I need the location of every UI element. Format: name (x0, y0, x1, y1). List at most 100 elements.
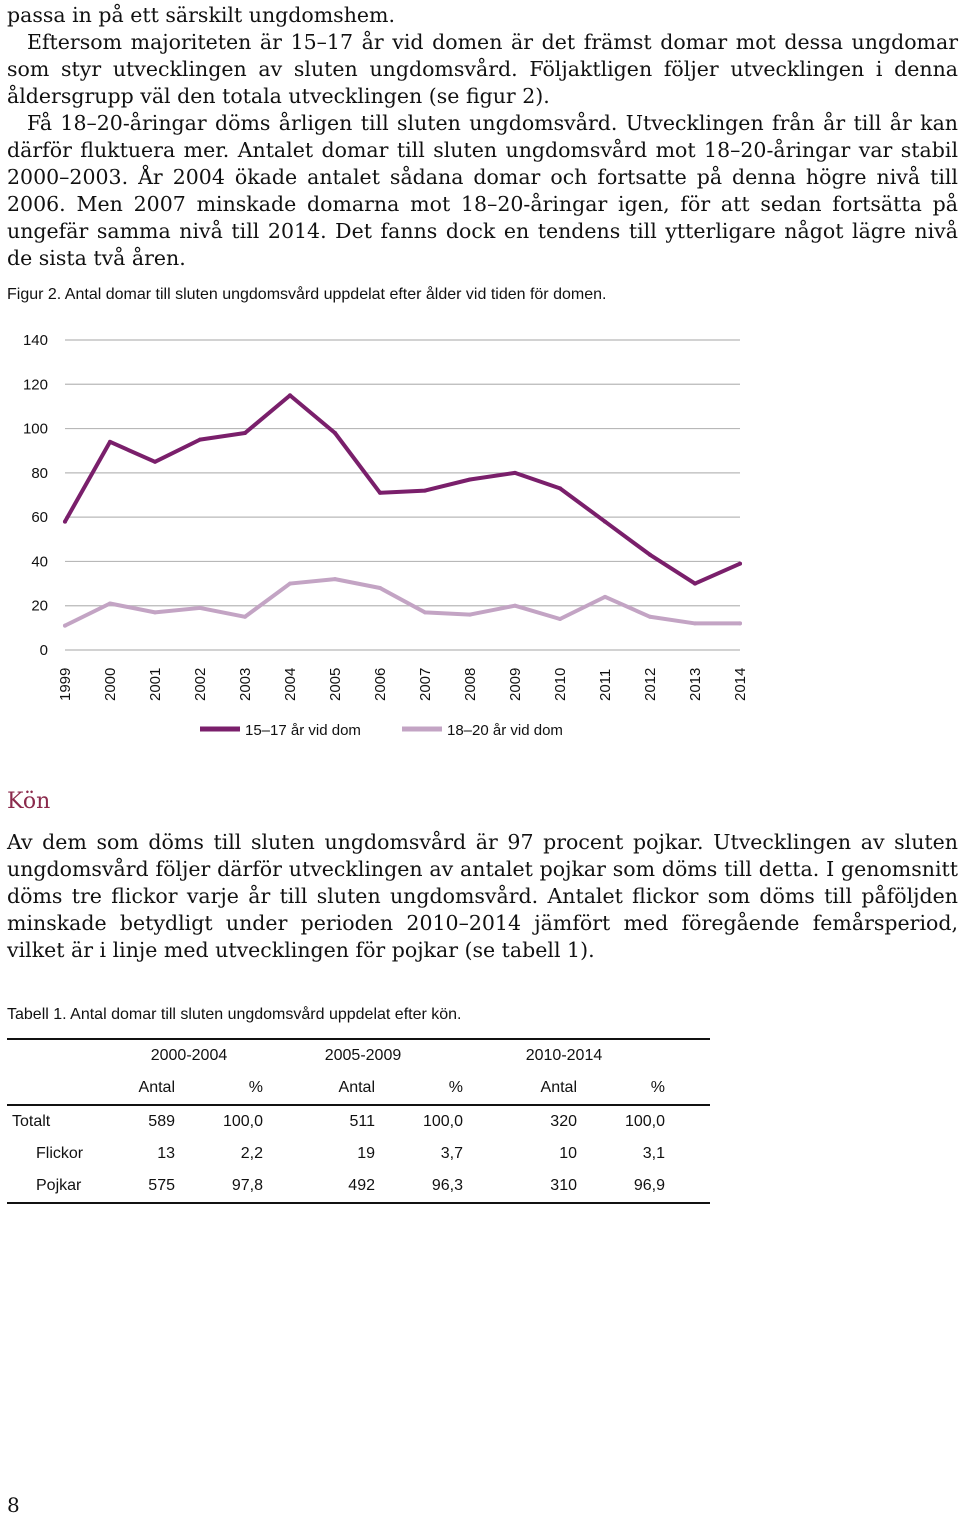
page-number: 8 (7, 1493, 20, 1517)
data-point (558, 617, 562, 621)
data-point (693, 621, 697, 626)
table-cell: 589 (148, 1113, 175, 1130)
table-cell: 100,0 (624, 1113, 665, 1130)
table-cell: 3,7 (440, 1145, 463, 1162)
legend-label: 15–17 år vid dom (245, 722, 361, 739)
y-tick-label: 80 (31, 465, 48, 482)
x-tick-label: 2012 (642, 668, 659, 701)
data-point (108, 601, 112, 606)
x-tick-label: 2008 (462, 668, 479, 701)
data-point (423, 488, 427, 493)
data-point (288, 581, 292, 586)
section-paragraph: Av dem som döms till sluten ungdomsvård … (7, 829, 958, 964)
intro-paragraph-1: Eftersom majoriteten är 15–17 år vid dom… (7, 30, 958, 108)
figure-caption: Figur 2. Antal domar till sluten ungdoms… (7, 286, 607, 303)
data-point (153, 459, 157, 464)
table-row: Pojkar 575 97,8 492 96,3 310 96,9 (7, 1170, 710, 1203)
series-line-2 (63, 577, 742, 628)
x-tick-label: 2009 (507, 668, 524, 701)
x-tick-label: 2002 (192, 668, 209, 701)
period-header: 2005-2009 (324, 1047, 402, 1064)
x-tick-label: 2013 (687, 668, 704, 701)
section-heading: Kön (7, 789, 51, 814)
x-tick-label: 2000 (102, 668, 119, 701)
data-point (153, 610, 157, 615)
table-row: Totalt 589 100,0 511 100,0 320 100,0 (7, 1105, 710, 1138)
x-tick-label: 2007 (417, 668, 434, 701)
data-point (198, 605, 202, 610)
y-tick-label: 20 (31, 598, 48, 615)
intro-text: passa in på ett särskilt ungdomshem. Eft… (7, 2, 958, 272)
data-table: 2000-2004 2005-2009 2010-2014 Antal % An… (7, 1038, 710, 1204)
table-cell: 100,0 (422, 1113, 463, 1130)
column-header: % (448, 1079, 463, 1096)
table-cell: 97,8 (231, 1177, 263, 1194)
data-point (738, 561, 742, 566)
table-cell: 320 (550, 1113, 577, 1130)
intro-line: passa in på ett särskilt ungdomshem. (7, 3, 395, 27)
data-point (648, 552, 652, 557)
column-header: Antal (338, 1079, 375, 1096)
data-point (423, 610, 427, 615)
table-row: Flickor 13 2,2 19 3,7 10 3,1 (7, 1138, 710, 1170)
x-tick-label: 2003 (237, 668, 254, 701)
x-tick-label: 2005 (327, 668, 344, 701)
data-point (648, 614, 652, 619)
data-point (243, 614, 247, 619)
table-cell: 96,9 (633, 1177, 665, 1194)
x-tick-label: 2011 (597, 669, 614, 701)
data-point (603, 519, 607, 524)
table-cell: 492 (348, 1177, 375, 1194)
data-point (558, 486, 562, 491)
table-cell: 100,0 (222, 1113, 263, 1130)
data-point (468, 477, 472, 482)
table-cell: 96,3 (431, 1177, 463, 1194)
x-tick-label: 2010 (552, 668, 569, 701)
data-point (513, 603, 517, 608)
data-point (693, 581, 697, 586)
table-cell: 10 (559, 1145, 577, 1162)
line-chart: 0 20 40 60 80 100 120 140 1999 2000 2001 2002 2003 2… (23, 332, 749, 739)
column-header: Antal (138, 1079, 175, 1096)
x-tick-label: 2001 (147, 668, 164, 701)
legend-label: 18–20 år vid dom (447, 722, 563, 739)
section-paragraph-text: Av dem som döms till sluten ungdomsvård … (7, 830, 958, 962)
data-point (513, 470, 517, 475)
intro-paragraph-2: Få 18–20-åringar döms årligen till slute… (7, 111, 958, 270)
period-header: 2000-2004 (150, 1047, 228, 1064)
data-point (63, 623, 67, 628)
data-point (333, 431, 337, 435)
column-header: % (650, 1079, 665, 1096)
table-cell: 511 (349, 1113, 375, 1130)
row-label: Pojkar (36, 1177, 82, 1194)
data-point (378, 490, 382, 495)
y-tick-label: 140 (23, 332, 48, 349)
table-period-header: 2000-2004 2005-2009 2010-2014 (7, 1039, 710, 1072)
row-label: Flickor (36, 1145, 84, 1162)
table-caption: Tabell 1. Antal domar till sluten ungdom… (7, 1006, 462, 1023)
row-label: Totalt (12, 1113, 51, 1130)
data-point (108, 439, 112, 444)
column-header: % (248, 1079, 263, 1096)
data-point (378, 586, 382, 590)
y-tick-label: 0 (40, 642, 48, 659)
x-tick-label: 2004 (282, 668, 299, 701)
column-header: Antal (540, 1079, 577, 1096)
x-tick-label: 1999 (57, 668, 74, 701)
data-point (468, 612, 472, 617)
table-cell: 2,2 (240, 1145, 263, 1162)
data-point (63, 519, 67, 524)
data-point (333, 577, 337, 582)
table-cell: 13 (157, 1145, 175, 1162)
y-tick-label: 60 (31, 509, 48, 526)
data-point (738, 621, 742, 626)
table-cell: 575 (148, 1177, 175, 1194)
table-subheader: Antal % Antal % Antal % (7, 1072, 710, 1105)
data-point (243, 431, 247, 435)
table-cell: 19 (357, 1145, 375, 1162)
y-tick-label: 120 (23, 376, 48, 393)
period-header: 2010-2014 (525, 1047, 603, 1064)
data-point (603, 594, 607, 599)
series-line-1 (63, 393, 742, 586)
table-cell: 310 (550, 1177, 577, 1194)
